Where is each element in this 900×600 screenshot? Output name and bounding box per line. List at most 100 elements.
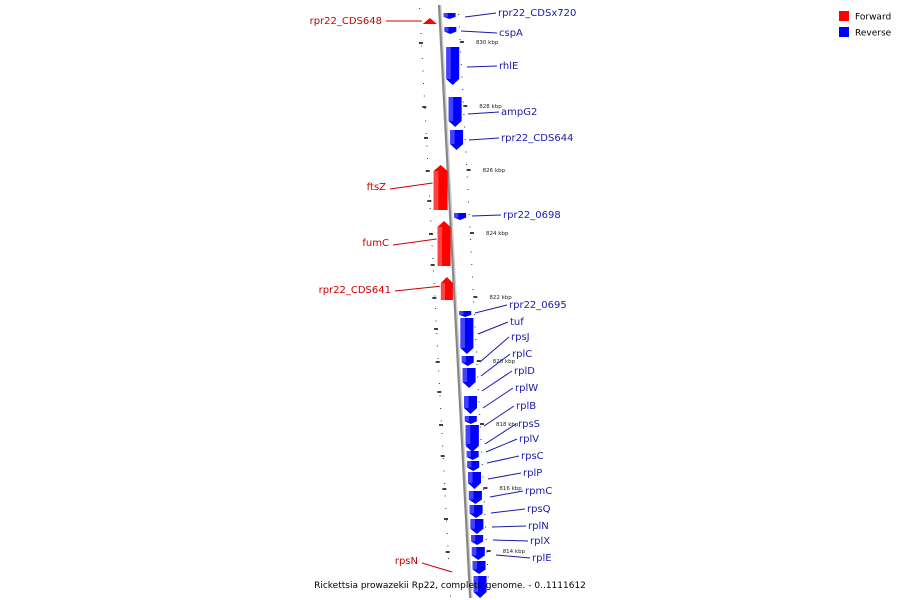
reverse-gene[interactable]: tuf: [460, 317, 524, 354]
scale-dot: [468, 214, 470, 215]
scale-tick-label: 816 kbp: [499, 486, 522, 492]
reverse-gene-label[interactable]: rpmC: [525, 486, 552, 497]
reverse-gene-label[interactable]: rpr22_CDSx720: [498, 8, 576, 19]
reverse-gene[interactable]: rpsQ: [469, 504, 551, 518]
reverse-gene[interactable]: rplC: [462, 349, 533, 388]
reverse-gene-highlight: [473, 576, 479, 592]
reverse-gene-label[interactable]: rpr22_CDS644: [501, 133, 573, 144]
scale-dot: [462, 89, 464, 90]
reverse-gene[interactable]: rplD: [464, 366, 535, 414]
reverse-gene[interactable]: rplX: [471, 535, 550, 547]
scale-dot: [434, 295, 436, 297]
scale-dot: [429, 208, 431, 209]
reverse-gene-highlight: [462, 368, 468, 382]
scale-dot: [458, 26, 460, 28]
scale-tick-label: 828 kbp: [479, 104, 502, 110]
scale-dot: [431, 245, 433, 247]
reverse-gene[interactable]: rplV: [466, 434, 540, 460]
scale-dot: [458, 14, 460, 15]
reverse-gene-label[interactable]: rplC: [512, 349, 532, 360]
reverse-gene[interactable]: rpmC: [468, 486, 552, 504]
forward-gene-label[interactable]: rpr22_CDS641: [319, 285, 391, 296]
reverse-gene[interactable]: rhlE: [446, 47, 518, 85]
forward-gene-leader: [394, 285, 440, 292]
reverse-gene-label[interactable]: rplN: [528, 521, 549, 532]
scale-dot: [475, 351, 477, 353]
forward-gene[interactable]: rpr22_CDS641: [319, 277, 453, 300]
reverse-gene[interactable]: rpr22_CDS644: [450, 130, 573, 150]
reverse-gene-leader: [487, 472, 522, 480]
scale-dot: [485, 539, 487, 540]
reverse-gene-highlight: [465, 425, 471, 444]
scale-dot: [437, 358, 439, 359]
reverse-gene[interactable]: [473, 576, 487, 598]
reverse-gene[interactable]: cspA: [444, 27, 523, 39]
scale-dot: [483, 489, 485, 490]
forward-gene-leader: [392, 238, 437, 246]
scale-dot: [438, 383, 440, 384]
scale-dot: [422, 70, 424, 72]
scale-dot: [464, 139, 466, 140]
reverse-gene[interactable]: rpr22_CDSx720: [443, 8, 577, 19]
scale-dot: [444, 483, 446, 484]
reverse-gene[interactable]: rpsC: [467, 451, 544, 471]
reverse-gene-label[interactable]: rpsJ: [511, 332, 530, 343]
forward-gene[interactable]: fumC: [362, 221, 451, 266]
reverse-gene-label[interactable]: rplB: [516, 401, 536, 412]
reverse-gene-leader: [489, 490, 524, 498]
reverse-gene[interactable]: rplE: [471, 547, 552, 564]
reverse-gene-label[interactable]: rplW: [515, 383, 538, 394]
reverse-gene-label[interactable]: tuf: [510, 317, 524, 328]
scale-dot: [421, 58, 423, 59]
scale-dot: [424, 108, 426, 109]
reverse-gene-label[interactable]: rpsQ: [527, 504, 551, 515]
reverse-gene[interactable]: rpsJ: [461, 332, 530, 366]
reverse-gene-label[interactable]: rpr22_0695: [509, 300, 567, 311]
reverse-gene-label[interactable]: rplD: [514, 366, 535, 377]
forward-gene[interactable]: rpsN: [395, 556, 453, 573]
reverse-gene-label[interactable]: rplP: [523, 468, 542, 479]
reverse-gene[interactable]: rplP: [467, 468, 542, 489]
reverse-genes: rpr22_CDSx720 cspA rhlE ampG2 rpr22_CDS644rp…: [443, 8, 577, 598]
reverse-gene[interactable]: rplW: [464, 383, 538, 424]
forward-gene[interactable]: ftsZ: [367, 165, 448, 210]
scale-dot: [477, 376, 479, 378]
scale-dot: [461, 76, 463, 78]
scale-dot: [473, 301, 475, 303]
scale-tick-label: 824 kbp: [486, 231, 509, 237]
reverse-gene-highlight: [468, 491, 474, 500]
reverse-gene[interactable]: rpsS: [465, 419, 540, 450]
reverse-gene-label[interactable]: rpsC: [521, 451, 544, 462]
scale-dot: [463, 114, 465, 115]
reverse-gene-highlight: [471, 547, 477, 556]
reverse-gene-label[interactable]: rpsS: [518, 419, 540, 430]
scale-dot: [466, 176, 468, 178]
scale-dot: [475, 339, 477, 340]
scale-dot: [470, 251, 472, 253]
forward-gene-label[interactable]: fumC: [362, 238, 389, 249]
scale-dot: [436, 333, 438, 334]
reverse-gene-label[interactable]: rhlE: [499, 61, 518, 72]
reverse-gene[interactable]: ampG2: [448, 97, 538, 127]
reverse-gene-leader: [485, 438, 518, 453]
forward-gene-label[interactable]: ftsZ: [367, 182, 386, 193]
scale-dot: [487, 564, 489, 565]
reverse-gene-label[interactable]: ampG2: [501, 107, 537, 118]
scale-dot: [465, 151, 467, 153]
forward-gene-label[interactable]: rpsN: [395, 556, 418, 567]
reverse-gene-label[interactable]: rplE: [532, 553, 552, 564]
reverse-gene-label[interactable]: rpr22_0698: [503, 210, 561, 221]
reverse-gene[interactable]: rpr22_0695: [459, 300, 567, 317]
forward-gene[interactable]: rpr22_CDS648: [310, 16, 437, 27]
reverse-gene-label[interactable]: rplV: [519, 434, 539, 445]
forward-gene-label[interactable]: rpr22_CDS648: [310, 16, 382, 27]
reverse-gene-label[interactable]: rplX: [530, 536, 550, 547]
scale-dot: [474, 326, 476, 328]
reverse-gene-highlight: [448, 97, 454, 121]
forward-gene-arrow[interactable]: [422, 18, 437, 24]
reverse-gene[interactable]: rplN: [470, 519, 549, 534]
reverse-gene[interactable]: [472, 561, 486, 574]
scale-dot: [433, 283, 435, 284]
reverse-gene-label[interactable]: cspA: [499, 28, 523, 39]
reverse-gene[interactable]: rpr22_0698: [454, 210, 561, 221]
